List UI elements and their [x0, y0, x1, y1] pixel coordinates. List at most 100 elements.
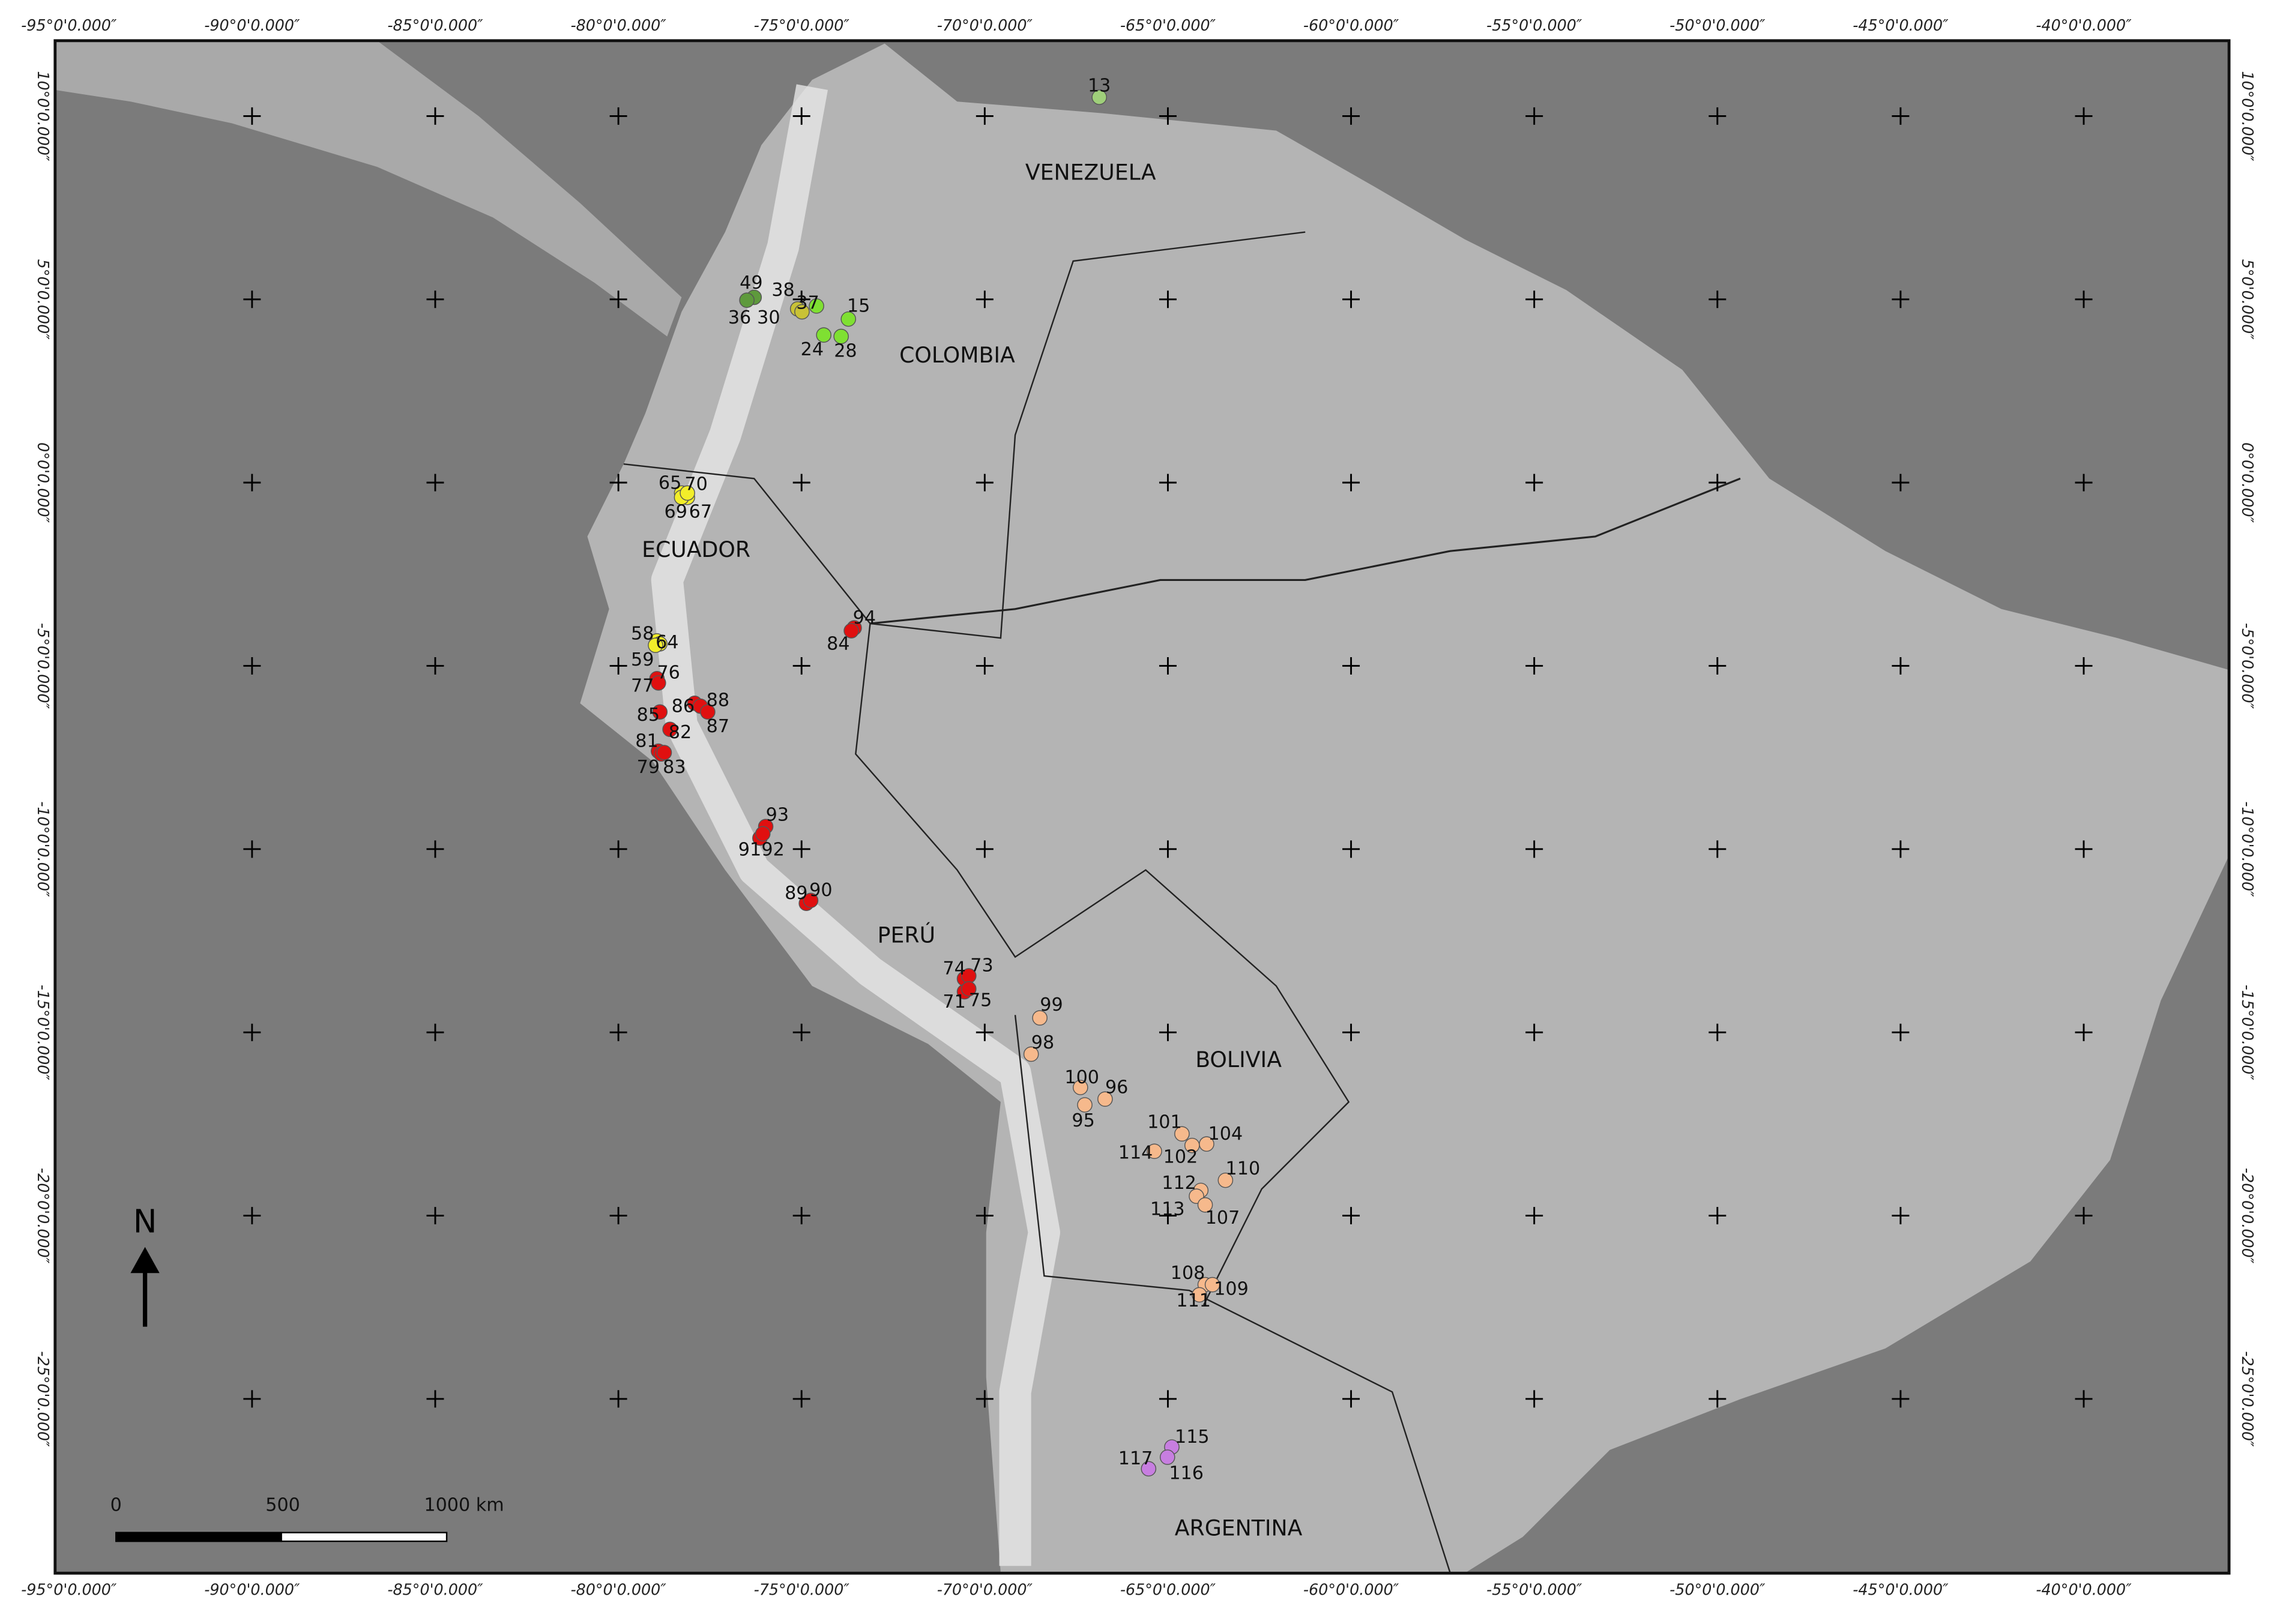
- graticule-cross: [792, 1207, 810, 1225]
- site-label: 104: [1208, 1123, 1243, 1144]
- graticule-cross: [792, 840, 810, 858]
- graticule-cross: [426, 107, 444, 125]
- site-label: 28: [834, 340, 857, 361]
- site-label: 79: [637, 757, 660, 778]
- lat-label-right: -15°0'0.000″: [2239, 985, 2257, 1081]
- graticule-cross: [1709, 474, 1727, 492]
- graticule-cross: [1525, 1390, 1543, 1408]
- graticule-cross: [976, 474, 994, 492]
- river: [870, 477, 1741, 625]
- lon-label-bottom: -95°0'0.000″: [21, 1581, 117, 1599]
- site-marker: [809, 298, 824, 314]
- lon-label-bottom: -85°0'0.000″: [387, 1581, 483, 1599]
- lat-label-left: -15°0'0.000″: [34, 985, 52, 1081]
- site-marker: [648, 637, 663, 653]
- site-label: 88: [707, 690, 729, 711]
- site-marker: [1091, 89, 1107, 105]
- site-label: 98: [1031, 1032, 1054, 1053]
- country-label: ECUADOR: [642, 537, 750, 562]
- site-marker: [1204, 1277, 1220, 1293]
- lon-label-top: -75°0'0.000″: [754, 16, 850, 34]
- graticule-cross: [1709, 1390, 1727, 1408]
- graticule-cross: [1159, 107, 1177, 125]
- site-marker: [816, 327, 831, 343]
- site-label: 65: [659, 472, 681, 493]
- labels: -95°0'0.000″ -95°0'0.000″ -90°0'0.000″ -90°…: [21, 16, 2257, 1599]
- scale-bar-black: [115, 1532, 282, 1542]
- site-label: 75: [969, 990, 992, 1011]
- graticule-cross: [243, 290, 261, 308]
- site-marker: [1077, 1097, 1093, 1113]
- graticule-cross: [1709, 1207, 1727, 1225]
- site-label: 74: [942, 958, 965, 979]
- graticule-cross: [1525, 1023, 1543, 1041]
- lat-label-left: -5°0'0.000″: [34, 623, 52, 709]
- site-marker: [1192, 1287, 1207, 1303]
- graticule-cross: [976, 1023, 994, 1041]
- graticule-cross: [609, 290, 627, 308]
- graticule-cross: [1892, 840, 1910, 858]
- graticule-cross: [1342, 657, 1360, 675]
- graticule-cross: [792, 107, 810, 125]
- site-marker: [1184, 1137, 1200, 1153]
- lat-label-right: -20°0'0.000″: [2239, 1168, 2257, 1264]
- lat-label-left: -10°0'0.000″: [34, 801, 52, 897]
- graticule-cross: [976, 1207, 994, 1225]
- graticule-cross: [426, 840, 444, 858]
- country-label: BOLIVIA: [1195, 1047, 1282, 1072]
- graticule-cross: [792, 1023, 810, 1041]
- site-label: 83: [663, 757, 686, 778]
- site-label: 84: [827, 633, 849, 654]
- lat-label-right: 5°0'0.000″: [2239, 259, 2257, 340]
- graticule-cross: [2075, 1023, 2093, 1041]
- site-marker: [755, 826, 771, 842]
- site-label: 109: [1214, 1278, 1249, 1299]
- site-marker: [1147, 1143, 1162, 1159]
- graticule-cross: [1342, 840, 1360, 858]
- lat-label-left: 10°0'0.000″: [34, 71, 52, 161]
- lon-label-top: -95°0'0.000″: [21, 16, 117, 34]
- site-marker: [656, 745, 672, 760]
- graticule-cross: [1892, 107, 1910, 125]
- lat-label-right: -10°0'0.000″: [2239, 801, 2257, 897]
- graticule-cross: [609, 107, 627, 125]
- lat-label-right: -25°0'0.000″: [2239, 1351, 2257, 1447]
- site-label: 110: [1226, 1158, 1261, 1179]
- lat-label-left: -25°0'0.000″: [34, 1351, 52, 1447]
- graticule-cross: [609, 1207, 627, 1225]
- site-label: 86: [672, 696, 695, 717]
- scale-label: 0: [110, 1494, 122, 1515]
- graticule-cross: [243, 1023, 261, 1041]
- lon-label-top: -55°0'0.000″: [1486, 16, 1582, 34]
- graticule-cross: [243, 657, 261, 675]
- graticule-cross: [1892, 1207, 1910, 1225]
- graticule: [243, 107, 2093, 1408]
- site-marker: [843, 623, 859, 639]
- graticule-cross: [976, 107, 994, 125]
- site-label: 69: [665, 502, 687, 523]
- lon-label-bottom: -75°0'0.000″: [754, 1581, 850, 1599]
- site-label: 38: [771, 280, 794, 301]
- graticule-cross: [1159, 840, 1177, 858]
- site-marker: [961, 981, 977, 997]
- site-label: 76: [657, 663, 680, 684]
- graticule-cross: [2075, 1207, 2093, 1225]
- site-marker: [1159, 1449, 1175, 1465]
- site-marker: [833, 328, 849, 344]
- site-marker: [1023, 1046, 1039, 1062]
- site-label: 77: [631, 675, 654, 696]
- graticule-cross: [2075, 474, 2093, 492]
- graticule-cross: [792, 1390, 810, 1408]
- graticule-cross: [1709, 840, 1727, 858]
- lon-label-bottom: -45°0'0.000″: [1853, 1581, 1949, 1599]
- site-label: 95: [1072, 1110, 1094, 1131]
- graticule-cross: [976, 840, 994, 858]
- graticule-cross: [1159, 1023, 1177, 1041]
- graticule-cross: [1525, 290, 1543, 308]
- lon-label-top: -70°0'0.000″: [937, 16, 1033, 34]
- site-label: 70: [684, 474, 707, 495]
- graticule-cross: [976, 290, 994, 308]
- site-label: 30: [757, 307, 780, 328]
- lon-label-top: -65°0'0.000″: [1120, 16, 1216, 34]
- site-marker: [700, 704, 716, 720]
